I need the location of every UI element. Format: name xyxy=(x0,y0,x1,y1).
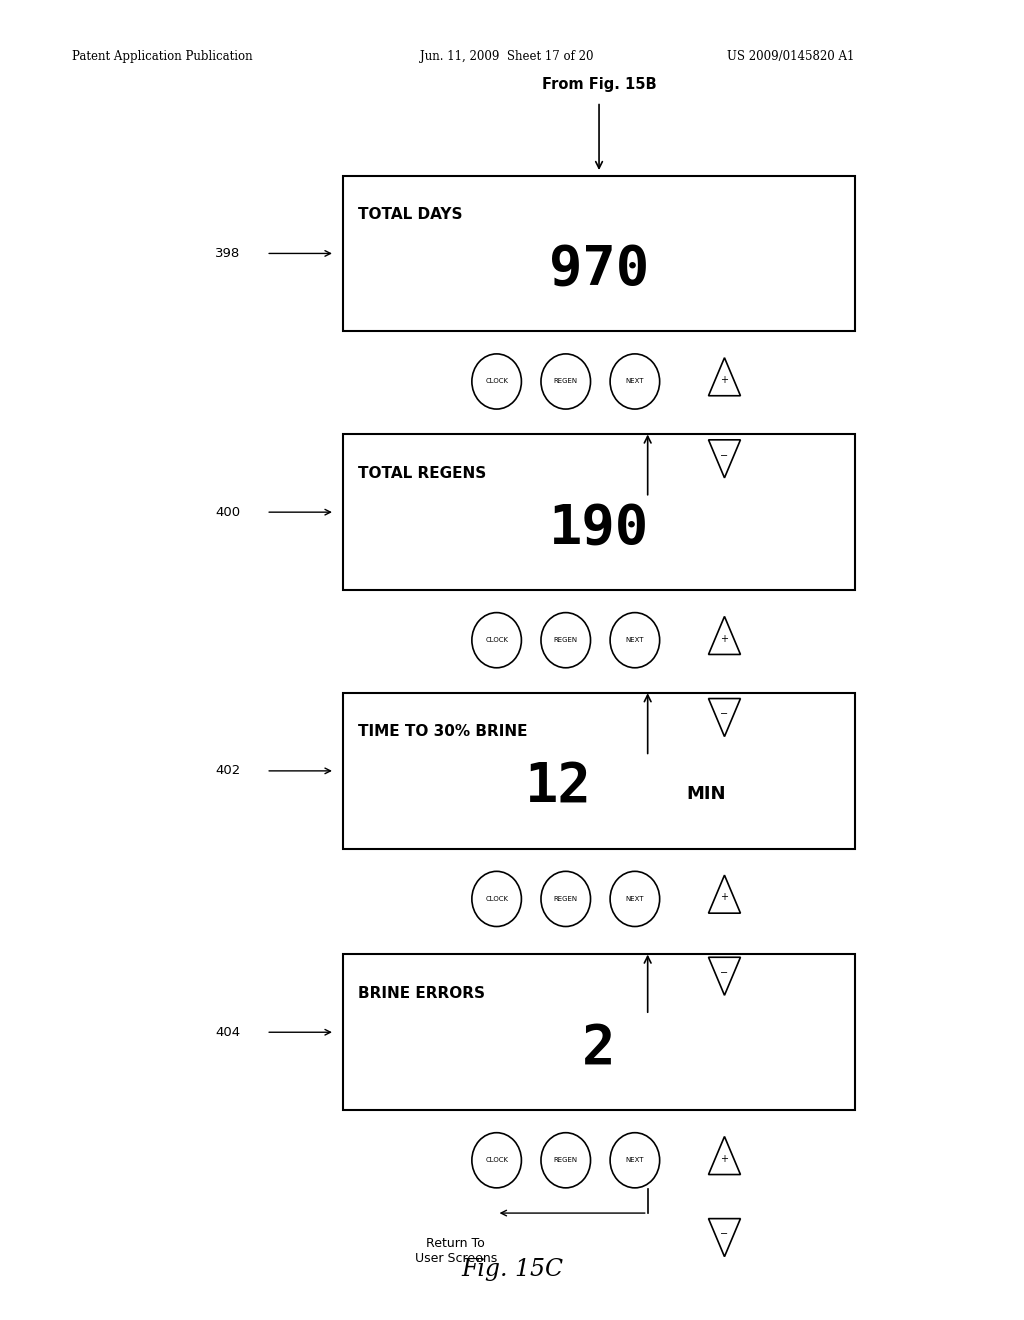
Text: CLOCK: CLOCK xyxy=(485,1158,508,1163)
Text: +: + xyxy=(721,375,728,385)
Bar xyxy=(343,434,855,590)
Text: 398: 398 xyxy=(215,247,241,260)
Text: Fig. 15C: Fig. 15C xyxy=(461,1258,563,1282)
Text: 400: 400 xyxy=(215,506,241,519)
Ellipse shape xyxy=(610,354,659,409)
Polygon shape xyxy=(709,698,740,737)
Polygon shape xyxy=(709,1218,740,1257)
Text: REGEN: REGEN xyxy=(554,638,578,643)
Ellipse shape xyxy=(472,354,521,409)
Text: 190: 190 xyxy=(549,502,649,554)
Ellipse shape xyxy=(610,1133,659,1188)
Text: −: − xyxy=(721,1229,728,1239)
Text: 970: 970 xyxy=(549,243,649,296)
Ellipse shape xyxy=(472,1133,521,1188)
Text: 2: 2 xyxy=(583,1022,615,1074)
Text: NEXT: NEXT xyxy=(626,379,644,384)
Text: Patent Application Publication: Patent Application Publication xyxy=(72,50,252,63)
Text: CLOCK: CLOCK xyxy=(485,379,508,384)
Text: Return To
User Screens: Return To User Screens xyxy=(415,1237,497,1265)
Ellipse shape xyxy=(472,871,521,927)
Bar xyxy=(343,176,855,331)
Text: +: + xyxy=(721,634,728,644)
Polygon shape xyxy=(709,875,740,913)
Text: REGEN: REGEN xyxy=(554,896,578,902)
Text: REGEN: REGEN xyxy=(554,1158,578,1163)
Ellipse shape xyxy=(541,612,591,668)
Polygon shape xyxy=(709,957,740,995)
Polygon shape xyxy=(709,440,740,478)
Text: TIME TO 30% BRINE: TIME TO 30% BRINE xyxy=(358,725,528,739)
Text: MIN: MIN xyxy=(686,785,726,804)
Text: 402: 402 xyxy=(215,764,241,777)
Text: TOTAL DAYS: TOTAL DAYS xyxy=(358,207,463,222)
Text: 12: 12 xyxy=(524,760,592,813)
Text: +: + xyxy=(721,1154,728,1164)
Text: 404: 404 xyxy=(215,1026,241,1039)
Ellipse shape xyxy=(610,871,659,927)
Text: −: − xyxy=(721,450,728,461)
Text: BRINE ERRORS: BRINE ERRORS xyxy=(358,986,485,1001)
Text: NEXT: NEXT xyxy=(626,1158,644,1163)
Text: CLOCK: CLOCK xyxy=(485,638,508,643)
Text: REGEN: REGEN xyxy=(554,379,578,384)
Bar xyxy=(343,693,855,849)
Text: From Fig. 15B: From Fig. 15B xyxy=(542,78,656,92)
Text: NEXT: NEXT xyxy=(626,896,644,902)
Text: −: − xyxy=(721,709,728,719)
Polygon shape xyxy=(709,1137,740,1175)
Text: TOTAL REGENS: TOTAL REGENS xyxy=(358,466,486,480)
Ellipse shape xyxy=(541,1133,591,1188)
Ellipse shape xyxy=(610,612,659,668)
Text: NEXT: NEXT xyxy=(626,638,644,643)
Text: US 2009/0145820 A1: US 2009/0145820 A1 xyxy=(727,50,854,63)
Polygon shape xyxy=(709,616,740,655)
Text: +: + xyxy=(721,892,728,903)
Text: Jun. 11, 2009  Sheet 17 of 20: Jun. 11, 2009 Sheet 17 of 20 xyxy=(420,50,593,63)
Ellipse shape xyxy=(541,354,591,409)
Polygon shape xyxy=(709,358,740,396)
Text: CLOCK: CLOCK xyxy=(485,896,508,902)
Ellipse shape xyxy=(472,612,521,668)
Ellipse shape xyxy=(541,871,591,927)
Text: −: − xyxy=(721,968,728,978)
Bar xyxy=(343,954,855,1110)
